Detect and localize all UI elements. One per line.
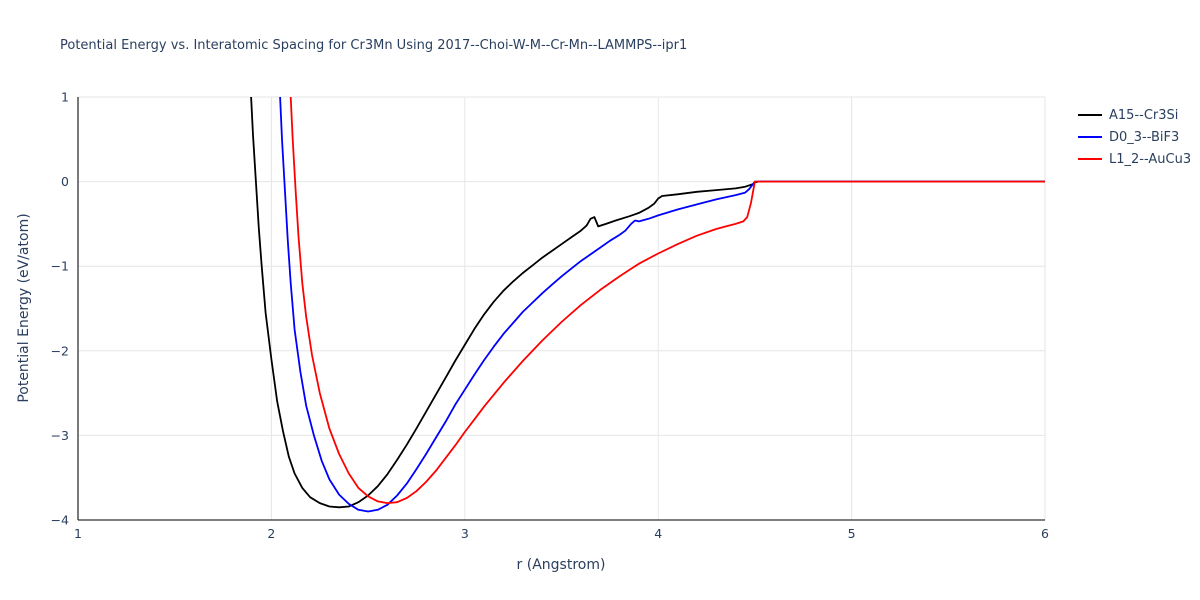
chart-title: Potential Energy vs. Interatomic Spacing… [60, 38, 688, 53]
x-tick-label: 2 [267, 526, 275, 541]
y-axis-title: Potential Energy (eV/atom) [16, 213, 32, 403]
y-tick-label: −2 [51, 343, 69, 358]
x-axis-title: r (Angstrom) [516, 557, 606, 573]
y-tick-label: −3 [51, 428, 69, 443]
series-line-D0_3--BiF3 [279, 97, 1045, 513]
legend-label: L1_2--AuCu3 [1109, 151, 1192, 167]
legend-item: A15--Cr3Si [1078, 104, 1191, 126]
legend-label: D0_3--BiF3 [1109, 129, 1180, 145]
legend-line-swatch [1078, 136, 1102, 138]
x-tick-label: 4 [654, 526, 662, 541]
legend: A15--Cr3Si D0_3--BiF3 L1_2--AuCu3 [1078, 104, 1191, 170]
y-tick-label: −1 [51, 259, 69, 274]
legend-line-swatch [1078, 114, 1102, 116]
series-line-L1_2--AuCu3 [289, 97, 1045, 505]
y-tick-label: −4 [51, 513, 69, 528]
x-tick-label: 5 [848, 526, 856, 541]
y-tick-label: 1 [61, 90, 69, 105]
series-line-A15--Cr3Si [250, 97, 1045, 509]
legend-item: D0_3--BiF3 [1078, 126, 1191, 148]
legend-line-swatch [1078, 158, 1102, 160]
legend-item: L1_2--AuCu3 [1078, 148, 1191, 170]
x-tick-label: 3 [461, 526, 469, 541]
legend-label: A15--Cr3Si [1109, 107, 1179, 123]
x-tick-label: 1 [74, 526, 82, 541]
x-tick-label: 6 [1041, 526, 1049, 541]
y-tick-label: 0 [61, 174, 69, 189]
